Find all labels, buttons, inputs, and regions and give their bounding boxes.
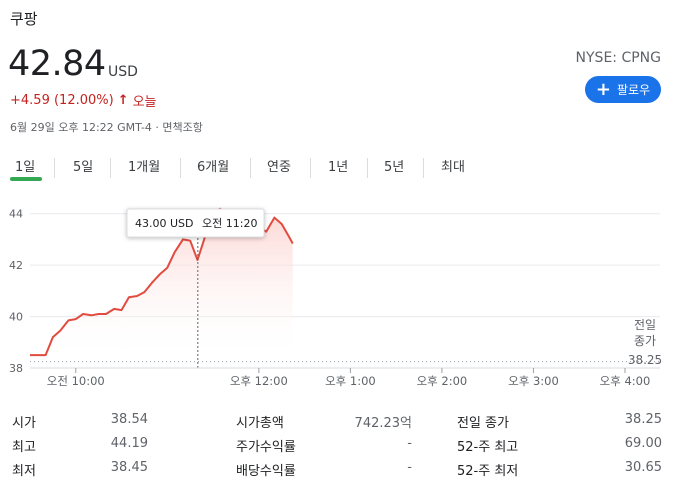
arrow-up-icon: ↑: [117, 93, 129, 108]
change-value: +4.59 (12.00%): [10, 93, 114, 108]
tab-label: 6개월: [197, 160, 230, 175]
stat-value: 69.00: [624, 436, 662, 451]
prev-close-value: 38.25: [628, 353, 662, 367]
tab-active-indicator: [10, 177, 42, 181]
prev-close-label-1: 전일: [634, 318, 656, 332]
stat-label: 주가수익률: [236, 440, 296, 455]
prev-close-label-2: 종가: [634, 334, 656, 348]
y-tick-label: 44: [9, 208, 23, 221]
tooltip-time: 오전 11:20: [202, 217, 257, 230]
stat-value: 44.19: [110, 436, 148, 451]
stat-value: 38.25: [624, 412, 662, 427]
stat-value: 38.45: [110, 460, 148, 475]
stat-value: 742.23억: [354, 416, 412, 431]
tab-label: 1개월: [128, 160, 161, 175]
exchange-ticker: NYSE: CPNG: [575, 50, 661, 66]
y-tick-label: 38: [9, 362, 23, 375]
tab-label: 5년: [384, 160, 405, 175]
stat-label: 52-주 최고: [457, 440, 519, 455]
follow-button[interactable]: + 팔로우: [585, 76, 661, 103]
x-tick-label: 오후 1:00: [325, 374, 376, 388]
stat-label: 최고: [12, 440, 36, 455]
tab-label: 연중: [267, 160, 291, 175]
stat-label: 시가총액: [236, 416, 284, 431]
tab-label: 1년: [328, 160, 349, 175]
range-tabs: 1일 5일 1개월 6개월 연중 1년 5년 최대: [0, 150, 683, 184]
stat-label: 시가: [12, 416, 36, 431]
tooltip-price: 43.00 USD: [135, 217, 194, 230]
currency-label: USD: [108, 64, 138, 80]
x-tick-label: 오후 4:00: [600, 374, 651, 388]
y-tick-label: 40: [9, 311, 23, 324]
price-area: [30, 208, 293, 362]
x-tick-label: 오전 10:00: [47, 374, 105, 388]
tab-label: 1일: [15, 160, 36, 175]
tab-label: 최대: [441, 160, 465, 175]
price-change: +4.59 (12.00%) ↑ 오늘: [10, 91, 157, 110]
price-chart[interactable]: 38 40 42 44 오전 10:00 오후 12:00 오후 1:00 오후 2:00 오…: [0, 192, 683, 392]
stat-label: 52-주 최저: [457, 464, 519, 479]
current-price: 42.84: [8, 44, 106, 84]
stat-label: 전일 종가: [457, 416, 509, 431]
stat-value: -: [407, 436, 412, 451]
stat-label: 최저: [12, 464, 36, 479]
stat-label: 배당수익률: [236, 464, 296, 479]
timestamp-disclaimer: 6월 29일 오후 12:22 GMT-4 · 면책조항: [10, 121, 203, 134]
stat-value: -: [407, 460, 412, 475]
tab-label: 5일: [73, 160, 94, 175]
plus-icon: +: [595, 78, 611, 100]
change-period: 오늘: [132, 95, 157, 110]
company-name: 쿠팡: [10, 10, 38, 28]
y-tick-label: 42: [9, 259, 23, 272]
follow-label: 팔로우: [616, 83, 651, 97]
stat-value: 30.65: [624, 460, 662, 475]
stat-value: 38.54: [110, 412, 148, 427]
x-tick-label: 오후 2:00: [417, 374, 468, 388]
x-tick-label: 오후 3:00: [508, 374, 559, 388]
tooltip: 43.00 USD 오전 11:20: [126, 208, 265, 238]
x-tick-label: 오후 12:00: [230, 374, 288, 388]
